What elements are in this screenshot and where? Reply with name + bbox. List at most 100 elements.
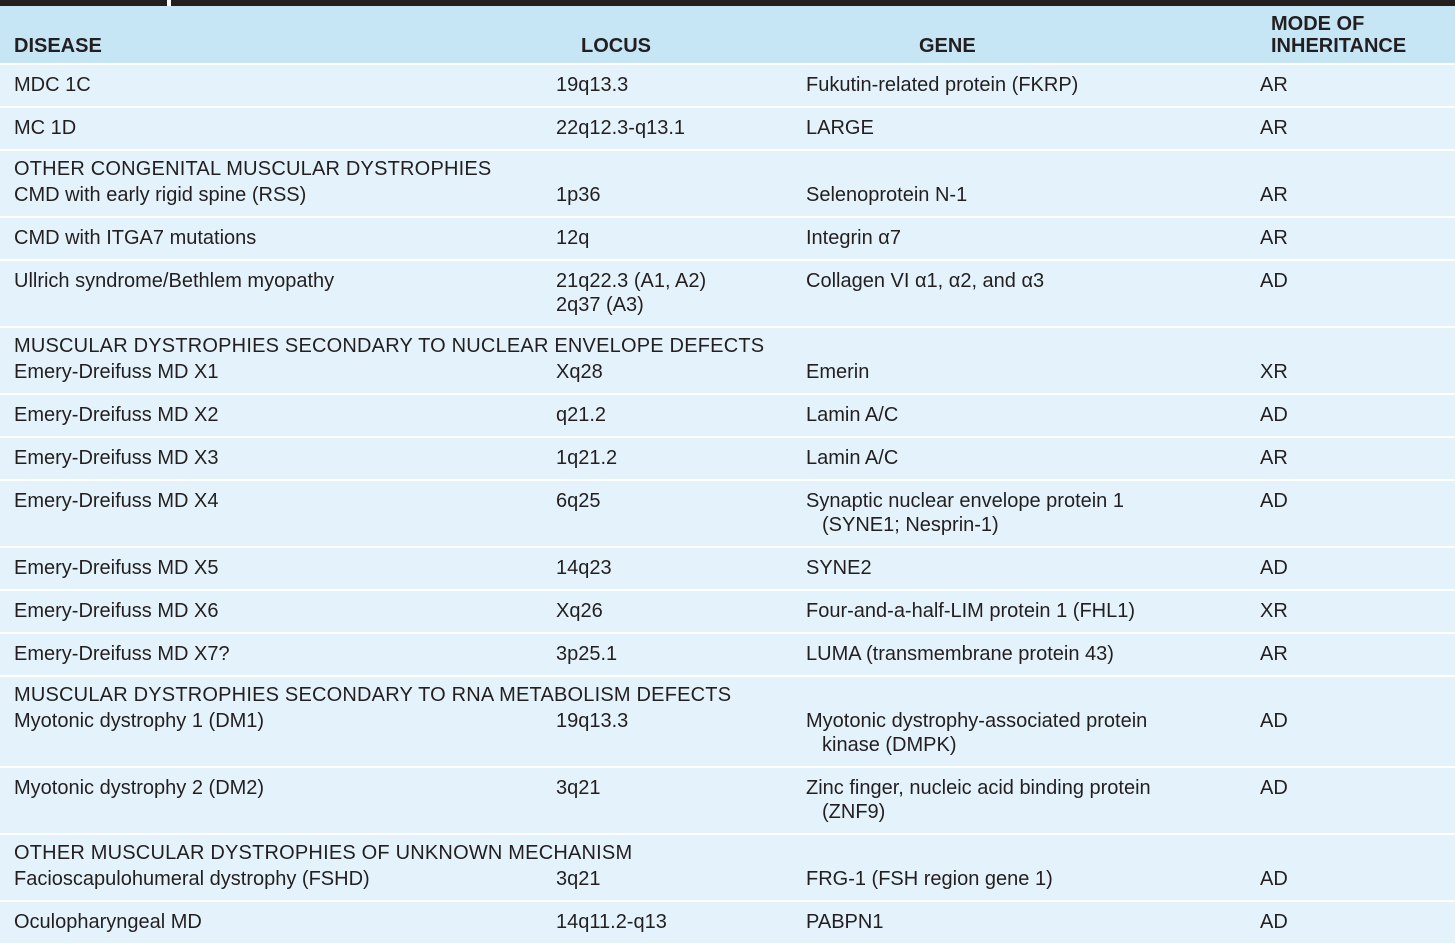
locus-cell: 6q25: [555, 480, 805, 548]
locus-cell: 19q13.3: [555, 707, 805, 768]
disease-cell: Ullrich syndrome/Bethlem myopathy: [0, 260, 555, 328]
locus-cell: 14q11.2-q13: [555, 901, 805, 945]
disease-cell: Emery-Dreifuss MD X4: [0, 480, 555, 548]
locus-line: 22q12.3-q13.1: [556, 117, 686, 139]
disease-cell: CMD with ITGA7 mutations: [0, 217, 555, 261]
disease-cell: Facioscapulohumeral dystrophy (FSHD): [0, 865, 555, 902]
top-rule: [0, 0, 1455, 6]
table-row: MC 1D 22q12.3-q13.1 LARGE AR: [0, 107, 1455, 151]
disease-cell: Emery-Dreifuss MD X6: [0, 590, 555, 634]
mode-cell: AR: [1259, 437, 1455, 481]
table-row: Myotonic dystrophy 1 (DM1) 19q13.3 Myotoni…: [0, 707, 1455, 768]
gene-line: Four-and-a-half-LIM protein 1 (FHL1): [806, 600, 1136, 622]
inheritance-table: DISEASE LOCUS GENE MODE OF INHERITANCE MD…: [0, 6, 1455, 945]
section-heading-row: MUSCULAR DYSTROPHIES SECONDARY TO RNA ME…: [0, 676, 1455, 707]
gene-line: FRG-1 (FSH region gene 1): [806, 868, 1053, 890]
locus-cell: 3q21: [555, 865, 805, 902]
gene-line: Myotonic dystrophy-associated protein: [806, 710, 1148, 732]
mode-cell: AD: [1259, 547, 1455, 591]
gene-cell: Myotonic dystrophy-associated protein kin…: [805, 707, 1259, 768]
mode-cell: AR: [1259, 107, 1455, 151]
section-title: MUSCULAR DYSTROPHIES SECONDARY TO NUCLEA…: [14, 335, 765, 357]
table-row: Emery-Dreifuss MD X2 q21.2 Lamin A/C AD: [0, 394, 1455, 438]
table-row: Facioscapulohumeral dystrophy (FSHD) 3q21…: [0, 865, 1455, 902]
gene-cell: Emerin: [805, 358, 1259, 395]
locus-line: 3q21: [556, 868, 601, 890]
locus-line: 19q13.3: [556, 710, 629, 732]
gene-cell: Collagen VI α1, α2, and α3: [805, 260, 1259, 328]
locus-cell: q21.2: [555, 394, 805, 438]
header-gene: GENE: [805, 6, 1259, 65]
locus-line: 14q11.2-q13: [556, 911, 667, 933]
table-row: Emery-Dreifuss MD X3 1q21.2 Lamin A/C AR: [0, 437, 1455, 481]
locus-cell: Xq28: [555, 358, 805, 395]
gene-line: Emerin: [806, 361, 870, 383]
disease-cell: MDC 1C: [0, 64, 555, 108]
locus-line: 12q: [556, 227, 590, 249]
gene-cell: Four-and-a-half-LIM protein 1 (FHL1): [805, 590, 1259, 634]
gene-line: Fukutin-related protein (FKRP): [806, 74, 1079, 96]
gene-cell: LARGE: [805, 107, 1259, 151]
mode-cell: XR: [1259, 590, 1455, 634]
gene-cell: Lamin A/C: [805, 394, 1259, 438]
mode-cell: XR: [1259, 358, 1455, 395]
locus-cell: 1q21.2: [555, 437, 805, 481]
gene-line: PABPN1: [806, 911, 884, 933]
locus-line: 19q13.3: [556, 74, 629, 96]
section-heading-row: OTHER MUSCULAR DYSTROPHIES OF UNKNOWN ME…: [0, 834, 1455, 865]
gene-cell: LUMA (transmembrane protein 43): [805, 633, 1259, 677]
section-title: OTHER CONGENITAL MUSCULAR DYSTROPHIES: [14, 158, 492, 180]
gene-line: (ZNF9): [822, 801, 886, 823]
disease-cell: Emery-Dreifuss MD X5: [0, 547, 555, 591]
table-row: CMD with early rigid spine (RSS) 1p36 Sele…: [0, 181, 1455, 218]
mode-cell: AD: [1259, 260, 1455, 328]
gene-cell: Synaptic nuclear envelope protein 1 (SYNE…: [805, 480, 1259, 548]
table-row: Emery-Dreifuss MD X4 6q25 Synaptic nuclear…: [0, 480, 1455, 548]
locus-line: 1p36: [556, 184, 601, 206]
gene-line: LARGE: [806, 117, 874, 139]
locus-line: 1q21.2: [556, 447, 618, 469]
locus-line: Xq26: [556, 600, 603, 622]
disease-cell: Oculopharyngeal MD: [0, 901, 555, 945]
mode-cell: AD: [1259, 767, 1455, 835]
gene-line: LUMA (transmembrane protein 43): [806, 643, 1114, 665]
gene-cell: Zinc finger, nucleic acid binding protei…: [805, 767, 1259, 835]
table-row: CMD with ITGA7 mutations 12q Integrin α7 AR: [0, 217, 1455, 261]
locus-line: 6q25: [556, 490, 601, 512]
gene-line: Synaptic nuclear envelope protein 1: [806, 490, 1124, 512]
mode-cell: AD: [1259, 394, 1455, 438]
disease-cell: Emery-Dreifuss MD X2: [0, 394, 555, 438]
section-title: OTHER MUSCULAR DYSTROPHIES OF UNKNOWN ME…: [14, 842, 633, 864]
table-row: Emery-Dreifuss MD X5 14q23 SYNE2 AD: [0, 547, 1455, 591]
disease-cell: Emery-Dreifuss MD X1: [0, 358, 555, 395]
gene-cell: PABPN1: [805, 901, 1259, 945]
table-body: MDC 1C 19q13.3 Fukutin-related protein (FK…: [0, 64, 1455, 945]
locus-cell: 21q22.3 (A1, A2) 2q37 (A3): [555, 260, 805, 328]
table-row: Emery-Dreifuss MD X7? 3p25.1 LUMA (transme…: [0, 633, 1455, 677]
top-rule-gap: [167, 0, 171, 6]
table-row: Myotonic dystrophy 2 (DM2) 3q21 Zinc finge…: [0, 767, 1455, 835]
section-heading-row: OTHER CONGENITAL MUSCULAR DYSTROPHIES: [0, 150, 1455, 181]
locus-line: 21q22.3 (A1, A2): [556, 270, 707, 292]
gene-line: Lamin A/C: [806, 447, 899, 469]
locus-cell: 22q12.3-q13.1: [555, 107, 805, 151]
table-row: Ullrich syndrome/Bethlem myopathy 21q22.3…: [0, 260, 1455, 328]
locus-cell: 3q21: [555, 767, 805, 835]
gene-line: kinase (DMPK): [822, 734, 957, 756]
gene-line: Integrin α7: [806, 227, 901, 249]
locus-line: 3q21: [556, 777, 601, 799]
gene-line: Zinc finger, nucleic acid binding protei…: [806, 777, 1151, 799]
locus-cell: 1p36: [555, 181, 805, 218]
locus-line: 14q23: [556, 557, 612, 579]
gene-line: SYNE2: [806, 557, 872, 579]
section-heading-row: MUSCULAR DYSTROPHIES SECONDARY TO NUCLEA…: [0, 327, 1455, 358]
disease-cell: Emery-Dreifuss MD X3: [0, 437, 555, 481]
gene-line: Lamin A/C: [806, 404, 899, 426]
gene-cell: Selenoprotein N-1: [805, 181, 1259, 218]
locus-cell: 3p25.1: [555, 633, 805, 677]
table-row: Emery-Dreifuss MD X1 Xq28 Emerin XR: [0, 358, 1455, 395]
table-row: Emery-Dreifuss MD X6 Xq26 Four-and-a-half-…: [0, 590, 1455, 634]
mode-cell: AD: [1259, 865, 1455, 902]
header-disease: DISEASE: [0, 6, 555, 65]
locus-line: 3p25.1: [556, 643, 618, 665]
